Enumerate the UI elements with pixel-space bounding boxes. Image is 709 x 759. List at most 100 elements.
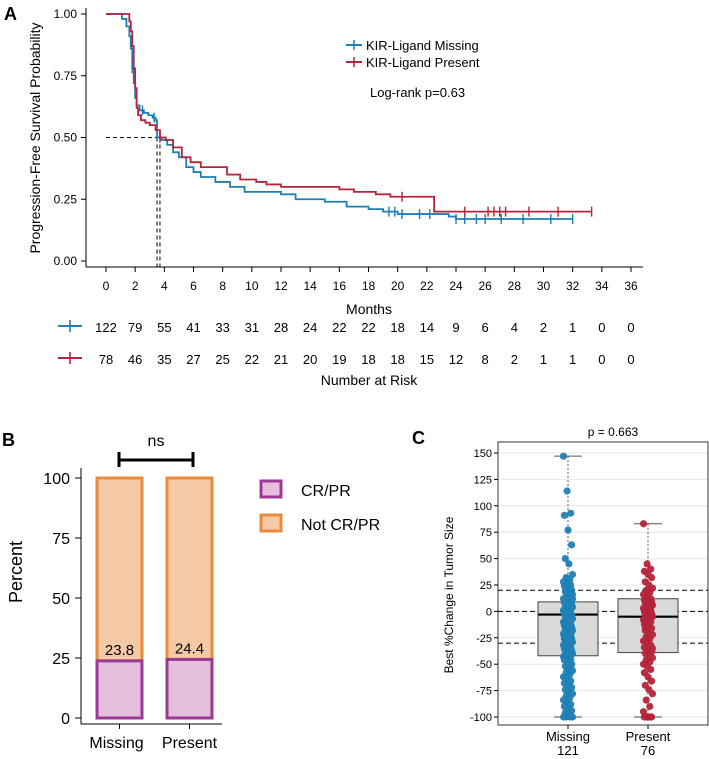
panel-a-x-tick-label: 2 xyxy=(132,279,139,293)
data-point-present xyxy=(645,634,653,642)
km-curve-present xyxy=(106,13,592,213)
risk-count-missing: 2 xyxy=(540,320,547,335)
panel-c-y-tick-label: 75 xyxy=(480,527,492,539)
panel-a-x-tick-label: 14 xyxy=(303,279,317,293)
panel-c-y-tick-label: 0 xyxy=(486,606,492,618)
panel-a-x-tick-label: 8 xyxy=(219,279,226,293)
data-point-present xyxy=(648,574,656,582)
data-point-missing xyxy=(568,541,576,549)
panel-a-y-tick-label: 0.75 xyxy=(54,69,78,83)
panel-c-y-tick-label: 150 xyxy=(474,448,492,460)
risk-count-present: 22 xyxy=(245,352,259,367)
data-point-missing xyxy=(568,612,576,620)
panel-c-y-tick-label: 25 xyxy=(480,580,492,592)
panel-b-y-tick-label: 0 xyxy=(61,711,70,728)
risk-count-missing: 0 xyxy=(598,320,605,335)
panel-label-c: C xyxy=(412,428,425,448)
risk-count-present: 1 xyxy=(569,352,576,367)
risk-count-present: 8 xyxy=(482,352,489,367)
panel-label-b: B xyxy=(2,430,15,450)
data-point-missing xyxy=(562,588,570,596)
legend-not-crpr-swatch xyxy=(259,513,283,533)
data-point-missing xyxy=(565,560,573,568)
risk-count-present: 1 xyxy=(540,352,547,367)
risk-count-present: 18 xyxy=(390,352,404,367)
risk-count-missing: 0 xyxy=(627,320,634,335)
panel-b-y-tick-label: 100 xyxy=(43,471,70,488)
data-point-missing xyxy=(568,595,577,603)
bar-crpr-missing xyxy=(95,659,144,720)
data-point-missing xyxy=(565,601,573,609)
data-point-present xyxy=(648,644,657,652)
data-point-present xyxy=(642,696,650,704)
data-point-missing xyxy=(567,509,575,517)
data-point-missing xyxy=(559,713,568,721)
data-point-missing xyxy=(559,452,568,460)
panel-a-legend: KIR-Ligand Missing KIR-Ligand Present xyxy=(346,38,480,70)
risk-count-missing: 79 xyxy=(128,320,142,335)
panel-c-x-tick-label: Present xyxy=(626,729,671,744)
panel-a-x-tick-label: 12 xyxy=(274,279,288,293)
risk-count-missing: 4 xyxy=(511,320,518,335)
risk-count-present: 27 xyxy=(186,352,200,367)
risk-count-missing: 122 xyxy=(95,320,117,335)
panel-b-response-bar-chart: Percent 0 25 50 75 100 23.8 24.4 Missing Prese… xyxy=(6,433,380,752)
panel-a-x-tick-label: 20 xyxy=(391,279,405,293)
data-point-missing xyxy=(567,631,575,639)
data-point-present xyxy=(648,713,656,721)
panel-a-x-tick-label: 36 xyxy=(624,279,638,293)
bar-crpr-present xyxy=(165,657,214,720)
panel-b-y-tick-label: 75 xyxy=(52,531,70,548)
data-point-present xyxy=(648,677,656,685)
panel-a-x-tick-label: 30 xyxy=(537,279,551,293)
panel-a-x-tick-label: 6 xyxy=(190,279,197,293)
risk-count-present: 19 xyxy=(332,352,346,367)
risk-count-missing: 41 xyxy=(186,320,200,335)
panel-a-x-axis-label: Months xyxy=(346,301,392,317)
panel-c-y-tick-label: -50 xyxy=(476,659,492,671)
risk-count-missing: 22 xyxy=(332,320,346,335)
panel-c-y-tick-label: -25 xyxy=(476,633,492,645)
data-point-present xyxy=(646,702,654,711)
panel-c-group-count: 121 xyxy=(557,743,579,758)
data-point-present xyxy=(639,520,648,528)
data-point-missing xyxy=(564,526,572,534)
risk-count-present: 46 xyxy=(128,352,142,367)
risk-count-present: 12 xyxy=(449,352,463,367)
panel-b-x-tick-label: Missing xyxy=(89,735,143,752)
panel-b-x-tick-label: Present xyxy=(162,735,218,752)
risk-count-present: 18 xyxy=(361,352,375,367)
risk-count-present: 2 xyxy=(511,352,518,367)
panel-a-x-tick-label: 34 xyxy=(595,279,609,293)
risk-count-missing: 31 xyxy=(245,320,259,335)
panel-c-tumor-change-chart: p = 0.663 Best %Change in Tumor Size -10… xyxy=(442,425,709,758)
risk-count-missing: 28 xyxy=(274,320,288,335)
legend-present-label: KIR-Ligand Present xyxy=(366,55,480,70)
data-point-present xyxy=(641,623,649,631)
risk-count-missing: 9 xyxy=(452,320,459,335)
panel-a-y-axis-label: Progression-Free Survival Probability xyxy=(27,22,43,253)
panel-b-legend: CR/PR Not CR/PR xyxy=(259,479,380,534)
risk-count-present: 0 xyxy=(598,352,605,367)
panel-a-x-tick-label: 26 xyxy=(478,279,492,293)
panel-c-y-tick-label: 125 xyxy=(474,474,492,486)
risk-count-missing: 24 xyxy=(303,320,317,335)
data-point-missing xyxy=(566,713,574,721)
risk-count-present: 25 xyxy=(215,352,229,367)
data-point-present xyxy=(648,690,657,698)
data-point-missing xyxy=(561,555,569,563)
risk-count-present: 78 xyxy=(99,352,113,367)
panel-a-x-tick-label: 4 xyxy=(161,279,168,293)
panel-a-x-tick-label: 24 xyxy=(449,279,463,293)
panel-b-y-axis-label: Percent xyxy=(6,541,26,603)
panel-a-x-tick-label: 16 xyxy=(333,279,347,293)
panel-c-y-tick-label: 50 xyxy=(480,554,492,566)
legend-crpr-label: CR/PR xyxy=(301,483,351,500)
panel-c-y-tick-label: 100 xyxy=(474,501,492,513)
bar-not-crpr-present xyxy=(165,476,214,661)
bar-not-crpr-missing xyxy=(95,476,144,663)
panel-a-x-tick-label: 10 xyxy=(245,279,259,293)
risk-count-missing: 1 xyxy=(569,320,576,335)
bar-crpr-value-label: 24.4 xyxy=(175,640,204,657)
